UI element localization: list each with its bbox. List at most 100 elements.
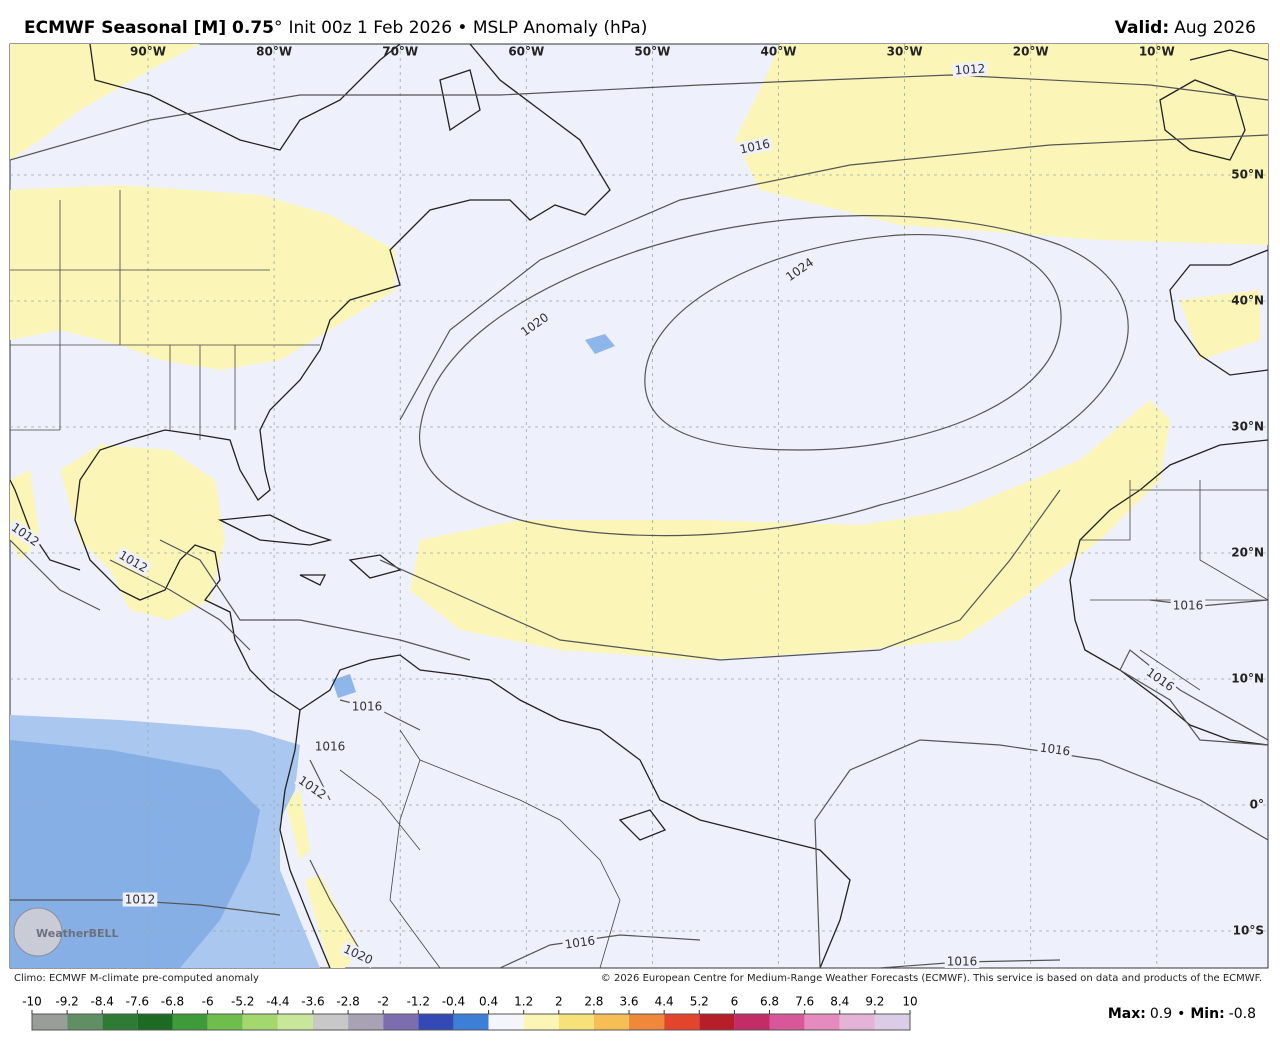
positive-anomaly — [10, 44, 1268, 968]
lon-label: 40°W — [761, 45, 797, 59]
anomaly-area — [735, 44, 1268, 245]
colorbar-tick-label: -2.8 — [336, 995, 359, 1009]
colorbar-segment — [769, 1014, 805, 1030]
negative-anomaly — [10, 334, 615, 968]
colorbar: -10 -9.2 -8.4 -7.6 -6.8 -6 -5.2 -4.4 -3.6 -2.8 -2 -… — [22, 995, 918, 1031]
contour-label-bg — [339, 940, 377, 968]
colorbar-tick-label: 0.4 — [479, 995, 498, 1009]
max-label: Max: — [1108, 1006, 1146, 1022]
lon-label: 10°W — [1139, 45, 1175, 59]
colorbar-segment — [453, 1014, 489, 1030]
contour-label-bg — [1170, 598, 1206, 613]
watermark-text: WeatherBELL — [36, 927, 119, 940]
colorbar-segment — [102, 1014, 138, 1030]
contour-label: 1012 — [125, 893, 156, 907]
contour-line — [814, 739, 1268, 968]
title: ECMWF Seasonal [M] 0.75° Init 00z 1 Feb 2… — [24, 18, 647, 38]
colorbar-segment — [67, 1014, 103, 1030]
anomaly-area — [410, 400, 1170, 660]
colorbar-tick-label: 6 — [731, 995, 739, 1009]
contour-label-bg — [952, 61, 988, 78]
colorbar-segment — [839, 1014, 875, 1030]
stats-separator: • — [1177, 1006, 1185, 1022]
contour-label: 1016 — [315, 740, 346, 754]
anomaly-area — [285, 790, 360, 968]
map: 90°W 80°W 70°W 60°W 50°W 40°W 30°W 20°W 10°W 50°N… — [9, 43, 1269, 969]
contours — [10, 74, 1268, 968]
colorbar-segment — [523, 1014, 559, 1030]
colorbar-segment — [874, 1014, 910, 1030]
lon-label: 50°W — [634, 45, 670, 59]
contour-label-bg — [736, 136, 774, 157]
contour-label-bg — [349, 699, 385, 714]
valid-label: Valid: — [1115, 18, 1169, 38]
lon-label: 80°W — [256, 45, 292, 59]
colorbar-segment — [804, 1014, 840, 1030]
anomaly-area — [10, 185, 395, 370]
colorbar-segment — [172, 1014, 208, 1030]
contour-label-bg — [10, 518, 44, 551]
colorbar-tick-label: 5.2 — [690, 995, 709, 1009]
colorbar-segment — [418, 1014, 454, 1030]
colorbar-tick-label: 8.4 — [830, 995, 849, 1009]
contour-line — [379, 489, 1061, 661]
colorbar-segment — [312, 1014, 349, 1030]
colorbar-frame — [31, 1013, 911, 1031]
lat-label: 10°N — [1231, 672, 1264, 686]
colorbar-tick-label: 10 — [902, 995, 917, 1009]
colorbar-tick-label: 2 — [555, 995, 563, 1009]
title-degree: ° — [274, 18, 283, 38]
borders — [10, 190, 1268, 968]
colorbar-tick-label: -10 — [22, 995, 42, 1009]
valid: Valid: Aug 2026 — [1115, 18, 1256, 38]
colorbar-segment — [664, 1014, 700, 1030]
contour-line — [399, 134, 1268, 421]
min-label: Min: — [1190, 1006, 1224, 1022]
colorbar-tick-label: -5.2 — [231, 995, 254, 1009]
coastline — [1159, 49, 1268, 376]
colorbar-segment — [348, 1014, 384, 1030]
max-value: 0.9 — [1150, 1006, 1172, 1022]
valid-value: Aug 2026 — [1174, 18, 1256, 38]
colorbar-tick-label: -7.6 — [126, 995, 149, 1009]
anomaly-area — [10, 740, 260, 968]
copyright: © 2026 European Centre for Medium-Range … — [601, 973, 1262, 984]
contour-label-bg — [1142, 663, 1179, 696]
colorbar-tick-label: -6.8 — [161, 995, 184, 1009]
graticule — [10, 44, 1268, 968]
island — [217, 69, 667, 841]
colorbar-tick-label: 7.6 — [795, 995, 814, 1009]
lon-label: 60°W — [508, 45, 544, 59]
contour-label-bg — [294, 771, 331, 804]
colorbar-segment — [558, 1014, 594, 1030]
lon-label: 70°W — [382, 45, 418, 59]
contour-label-bg — [312, 739, 348, 754]
colorbar-tick-label: -9.2 — [55, 995, 78, 1009]
contour-label: 1016 — [739, 136, 772, 156]
lat-label: 0° — [1250, 798, 1264, 812]
anomaly-area — [10, 44, 200, 160]
contour-label-bg — [561, 933, 599, 952]
contour-line — [418, 215, 1129, 537]
lat-label: 40°N — [1231, 294, 1264, 308]
lon-label: 90°W — [130, 45, 166, 59]
contour-label-bg — [516, 308, 553, 341]
anomaly-area — [1180, 290, 1260, 360]
contour-line — [644, 233, 1062, 451]
lat-label: 20°N — [1231, 546, 1264, 560]
min-value: -0.8 — [1229, 1006, 1256, 1022]
lat-label: 30°N — [1231, 420, 1264, 434]
colorbar-tick-label: 4.4 — [655, 995, 674, 1009]
contour-label-bg — [781, 253, 818, 286]
contour-label-bg — [1036, 740, 1074, 759]
watermark-logo — [13, 907, 63, 957]
colorbar-segment — [207, 1014, 243, 1030]
contour-label: 1016 — [947, 955, 978, 969]
colorbar-tick-label: -4.4 — [266, 995, 289, 1009]
colorbar-tick-label: 1.2 — [514, 995, 533, 1009]
map-layers: 90°W 80°W 70°W 60°W 50°W 40°W 30°W 20°W 10°W 50°N… — [10, 44, 1268, 969]
title-rest: Init 00z 1 Feb 2026 • MSLP Anomaly (hPa) — [288, 18, 647, 38]
colorbar-tick-label: -2 — [377, 995, 389, 1009]
colorbar-segment — [488, 1014, 524, 1030]
stats: Max: 0.9 • Min: -0.8 — [1108, 1006, 1256, 1022]
